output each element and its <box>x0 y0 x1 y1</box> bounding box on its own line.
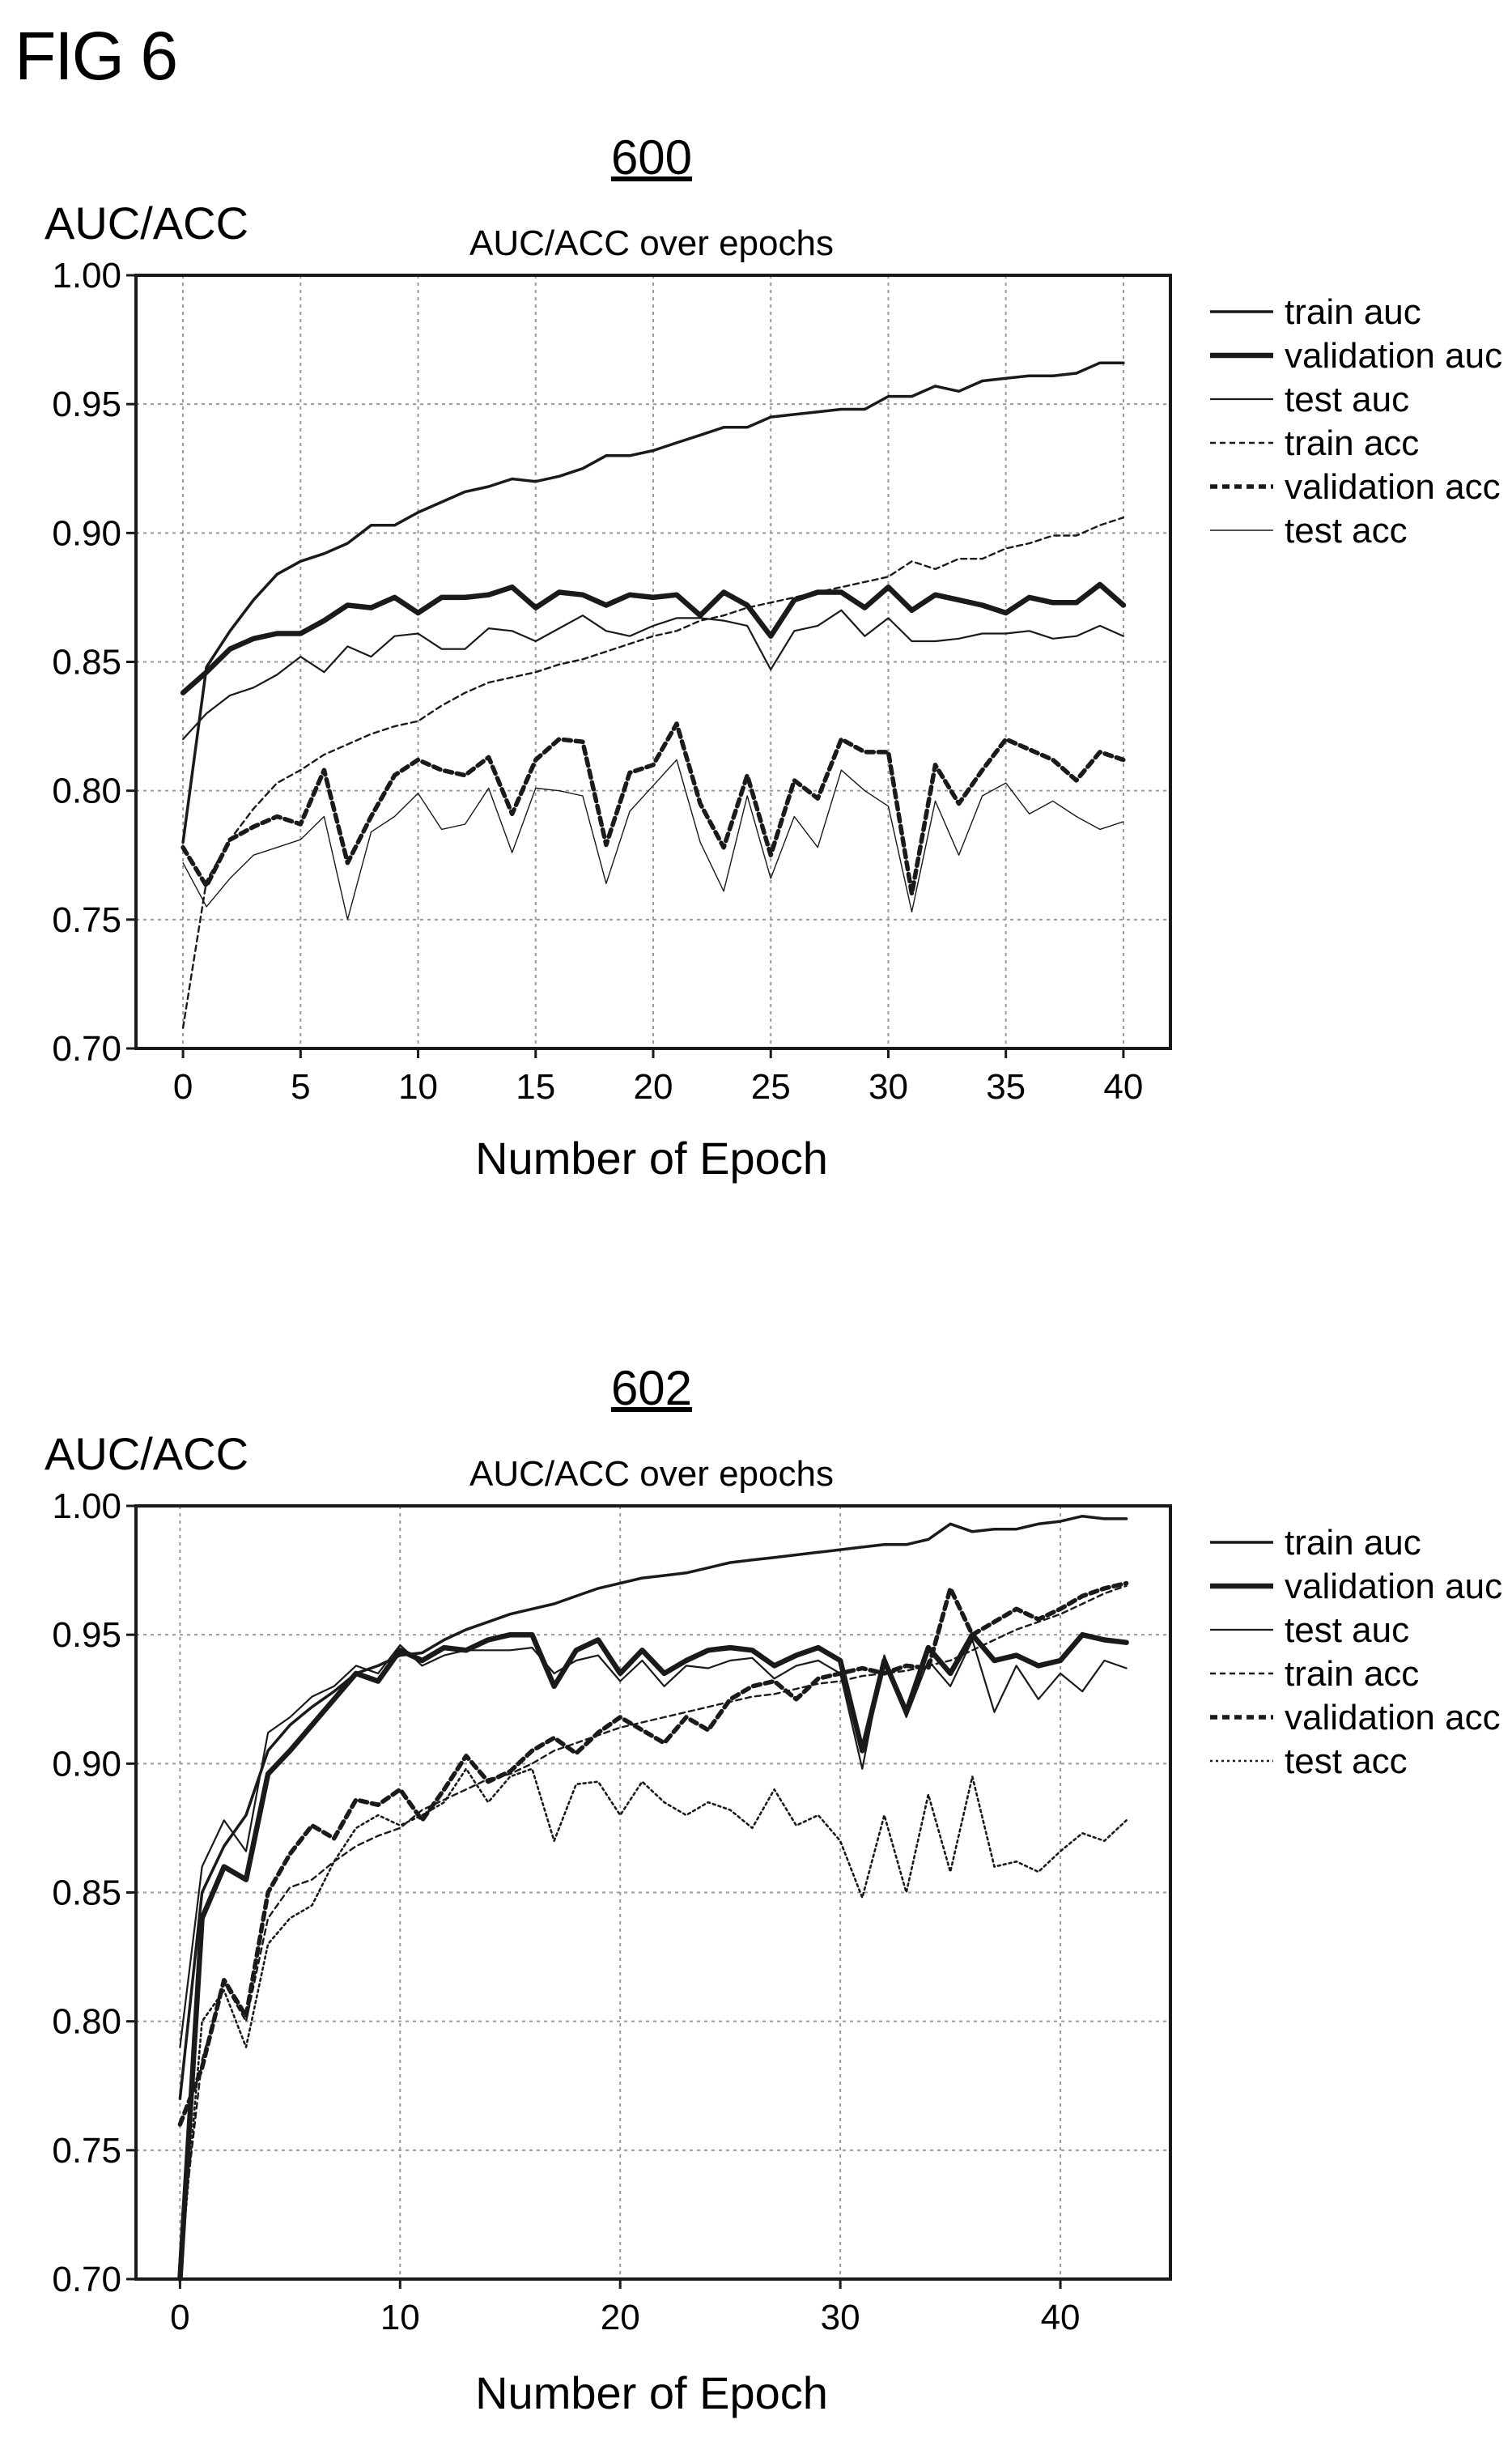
y-axis-label: AUC/ACC <box>45 198 248 249</box>
series-line-validation-auc <box>180 581 1127 695</box>
chart-id-label: 600 <box>611 130 692 185</box>
y-tick-label: 0.95 <box>52 1615 121 1655</box>
legend-label: validation acc <box>1285 1698 1501 1737</box>
x-axis-label: Number of Epoch <box>475 2367 828 2418</box>
x-tick-label: 25 <box>751 1067 791 1107</box>
chart-600: 600 AUC/ACC AUC/ACC over epochs 0.70 0.75… <box>45 130 1502 1184</box>
y-tick-label: 0.85 <box>52 1873 121 1913</box>
legend-label: validation auc <box>1285 336 1502 376</box>
y-tick-label: 0.70 <box>52 2260 121 2299</box>
series-line-train-auc <box>178 1514 1128 2100</box>
legend-label: validation auc <box>1285 1567 1502 1606</box>
x-tick-label: 40 <box>1041 2298 1081 2337</box>
x-tick-label: 30 <box>821 2298 860 2337</box>
y-ticks: 0.70 0.75 0.80 0.85 0.90 0.95 1.00 <box>52 256 136 1069</box>
y-tick-label: 1.00 <box>52 256 121 296</box>
x-tick-label: 10 <box>398 1067 438 1107</box>
series-line-test-acc <box>182 759 1124 921</box>
legend-label: train acc <box>1285 423 1419 463</box>
x-ticks: 0 10 20 30 40 <box>170 2279 1081 2337</box>
series-line-validation-acc <box>181 721 1126 896</box>
x-tick-label: 20 <box>634 1067 673 1107</box>
series-line-test-auc <box>179 1639 1128 2048</box>
series-group <box>180 361 1127 1029</box>
y-tick-label: 0.90 <box>52 1744 121 1784</box>
y-tick-label: 0.75 <box>52 900 121 940</box>
y-tick-label: 0.80 <box>52 772 121 811</box>
legend-label: train acc <box>1285 1654 1419 1694</box>
y-tick-label: 1.00 <box>52 1486 121 1526</box>
series-line-train-acc <box>181 517 1125 1029</box>
x-tick-label: 35 <box>986 1067 1026 1107</box>
chart-title: AUC/ACC over epochs <box>469 1454 834 1494</box>
grid-lines <box>136 274 1170 1049</box>
series-line-test-acc <box>179 1767 1128 2281</box>
y-tick-label: 0.90 <box>52 513 121 553</box>
series-group <box>177 1514 1129 2282</box>
x-ticks: 0 5 10 15 20 25 30 35 40 <box>173 1048 1143 1107</box>
legend-label: train auc <box>1285 292 1421 332</box>
y-tick-label: 0.95 <box>52 385 121 424</box>
y-tick-label: 0.80 <box>52 2002 121 2042</box>
legend-label: test acc <box>1285 511 1408 551</box>
y-ticks: 0.70 0.75 0.80 0.85 0.90 0.95 1.00 <box>52 1486 136 2299</box>
legend-label: validation acc <box>1285 467 1501 507</box>
legend-label: test auc <box>1285 380 1409 419</box>
legend-label: test auc <box>1285 1610 1409 1650</box>
x-tick-label: 15 <box>516 1067 555 1107</box>
y-axis-label: AUC/ACC <box>45 1428 248 1479</box>
y-tick-label: 0.70 <box>52 1029 121 1069</box>
x-tick-label: 10 <box>380 2298 420 2337</box>
x-tick-label: 40 <box>1103 1067 1143 1107</box>
series-line-validation-acc <box>177 1580 1129 2127</box>
x-tick-label: 0 <box>170 2298 189 2337</box>
series-line-test-auc <box>182 609 1125 741</box>
chart-602: 602 AUC/ACC AUC/ACC over epochs 0.70 0.75… <box>45 1361 1502 2418</box>
legend-label: test acc <box>1285 1741 1408 1781</box>
x-tick-label: 20 <box>601 2298 640 2337</box>
y-tick-label: 0.75 <box>52 2131 121 2171</box>
legend-label: train auc <box>1285 1523 1421 1563</box>
chart-id-label: 602 <box>611 1361 692 1415</box>
x-tick-label: 30 <box>869 1067 908 1107</box>
grid-lines <box>136 1505 1170 2280</box>
series-line-validation-auc <box>177 1631 1129 2282</box>
x-axis-label: Number of Epoch <box>475 1133 828 1184</box>
y-tick-label: 0.85 <box>52 643 121 683</box>
x-tick-label: 5 <box>291 1067 310 1107</box>
x-tick-label: 0 <box>173 1067 193 1107</box>
chart-title: AUC/ACC over epochs <box>469 223 834 263</box>
figure-label: FIG 6 <box>15 18 176 94</box>
series-line-train-acc <box>179 1584 1128 2255</box>
series-line-train-auc <box>181 361 1125 844</box>
